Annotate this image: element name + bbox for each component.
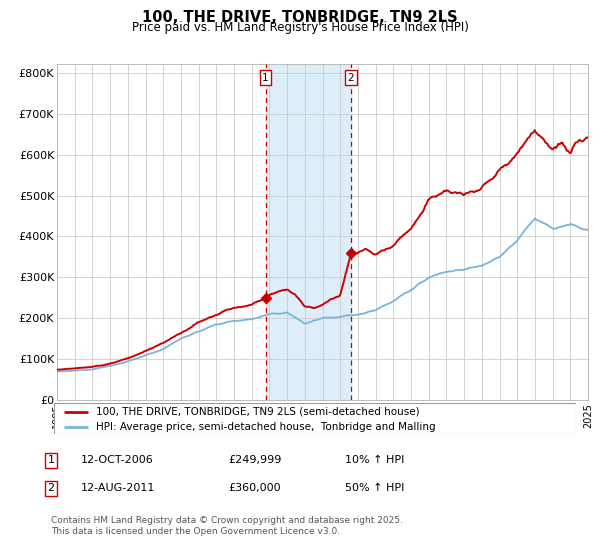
Text: 12-AUG-2011: 12-AUG-2011 <box>81 483 155 493</box>
Text: 2: 2 <box>347 73 355 83</box>
Bar <box>266 64 351 400</box>
FancyBboxPatch shape <box>54 403 576 434</box>
Text: 100, THE DRIVE, TONBRIDGE, TN9 2LS: 100, THE DRIVE, TONBRIDGE, TN9 2LS <box>142 10 458 25</box>
Text: £249,999: £249,999 <box>228 455 281 465</box>
Text: £360,000: £360,000 <box>228 483 281 493</box>
Text: 50% ↑ HPI: 50% ↑ HPI <box>345 483 404 493</box>
Text: 2: 2 <box>47 483 55 493</box>
Text: 10% ↑ HPI: 10% ↑ HPI <box>345 455 404 465</box>
Text: 100, THE DRIVE, TONBRIDGE, TN9 2LS (semi-detached house): 100, THE DRIVE, TONBRIDGE, TN9 2LS (semi… <box>96 407 419 417</box>
Text: 12-OCT-2006: 12-OCT-2006 <box>81 455 154 465</box>
Text: 1: 1 <box>47 455 55 465</box>
Text: Price paid vs. HM Land Registry's House Price Index (HPI): Price paid vs. HM Land Registry's House … <box>131 21 469 34</box>
Text: HPI: Average price, semi-detached house,  Tonbridge and Malling: HPI: Average price, semi-detached house,… <box>96 422 436 432</box>
Text: 1: 1 <box>262 73 269 83</box>
Text: Contains HM Land Registry data © Crown copyright and database right 2025.
This d: Contains HM Land Registry data © Crown c… <box>51 516 403 536</box>
